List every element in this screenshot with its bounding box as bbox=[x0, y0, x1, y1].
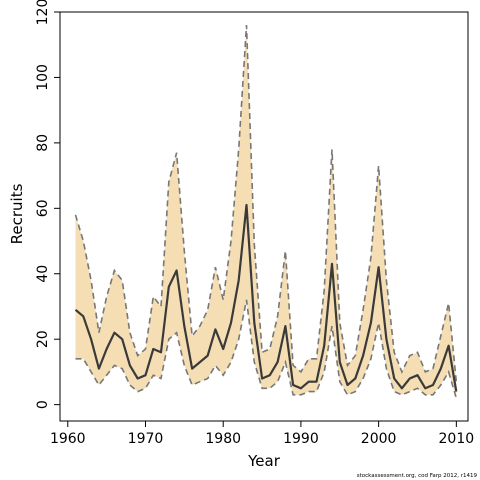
y-tick-label: 0 bbox=[35, 400, 51, 409]
y-tick-label: 40 bbox=[35, 265, 51, 283]
x-tick-label: 1960 bbox=[50, 431, 86, 447]
y-tick-label: 100 bbox=[35, 64, 51, 91]
x-tick-label: 2010 bbox=[439, 431, 475, 447]
y-tick-label: 80 bbox=[35, 134, 51, 152]
y-tick-label: 120 bbox=[35, 0, 51, 25]
x-tick-label: 2000 bbox=[361, 431, 397, 447]
y-tick-label: 60 bbox=[35, 199, 51, 217]
series-lines-layer bbox=[74, 25, 458, 399]
y-axis: 0 20 40 60 80 100 120 bbox=[35, 0, 60, 409]
confidence-band-layer bbox=[75, 25, 457, 399]
confidence-band bbox=[75, 25, 457, 399]
plot-frame bbox=[59, 11, 469, 422]
y-tick-label: 20 bbox=[35, 330, 51, 348]
y-axis-title: Recruits bbox=[8, 183, 26, 244]
x-axis-title: Year bbox=[247, 452, 281, 470]
lower-ci-line bbox=[75, 299, 458, 399]
x-axis: 1960 1970 1980 1990 2000 2010 bbox=[50, 421, 474, 447]
source-note: stockassessment.org, cod Farp 2012, r141… bbox=[356, 473, 477, 479]
upper-ci-line bbox=[74, 25, 458, 382]
x-tick-label: 1990 bbox=[283, 431, 319, 447]
recruits-estimate-line bbox=[74, 203, 458, 392]
x-tick-label: 1980 bbox=[205, 431, 241, 447]
x-tick-label: 1970 bbox=[128, 431, 164, 447]
